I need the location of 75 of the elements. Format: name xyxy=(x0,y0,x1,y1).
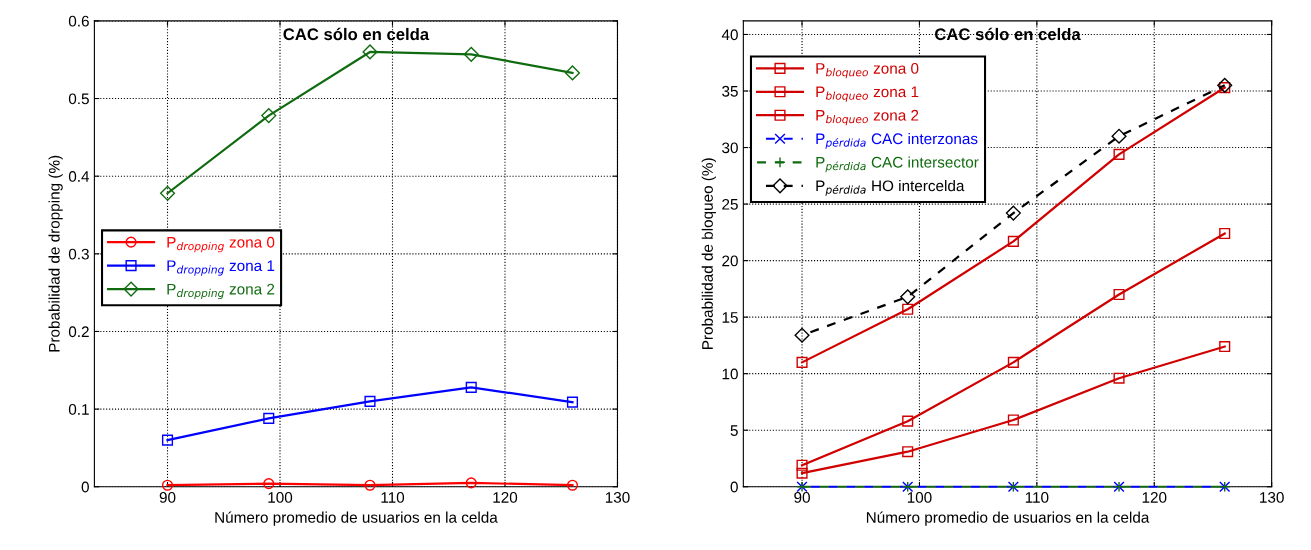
y-tick-label: 20 xyxy=(722,255,738,267)
x-axis-title: Número promedio de usuarios en la celda xyxy=(866,511,1150,526)
y-tick-label: 30 xyxy=(722,142,738,154)
point xyxy=(900,289,916,305)
point xyxy=(465,477,477,489)
y-tick-label: 0.2 xyxy=(68,326,89,338)
point xyxy=(161,479,174,491)
y-tick-label: 35 xyxy=(722,85,738,97)
y-tick-label: 5 xyxy=(730,425,738,436)
y-axis-title: Probabilidad de bloqueo (%) xyxy=(701,158,716,349)
point xyxy=(364,479,376,491)
point xyxy=(263,478,275,490)
y-tick-label: 0.3 xyxy=(68,248,89,260)
x-tick-label: 130 xyxy=(1260,492,1284,503)
point xyxy=(465,381,477,393)
y-tick-label: 10 xyxy=(722,368,738,380)
x-axis-title: Número promedio de usuarios en la celda xyxy=(215,511,498,526)
point xyxy=(1007,235,1019,247)
legend-label: P$_{dropping}$ zona 1 xyxy=(167,260,275,276)
chart-title: CAC sólo en celda xyxy=(283,27,430,41)
point xyxy=(796,459,808,471)
y-tick-label: 0.5 xyxy=(68,93,89,105)
x-tick-label: 110 xyxy=(1025,492,1049,503)
legend-label: P$_{bloqueo}$ zona 0 xyxy=(816,62,919,79)
point xyxy=(902,415,914,427)
legend-label: P$_{dropping}$ zona 0 xyxy=(167,236,275,253)
point xyxy=(463,46,479,62)
point xyxy=(1111,128,1127,144)
legend-label: P$_{dropping}$ zona 2 xyxy=(167,283,275,300)
point xyxy=(566,479,579,491)
legend-label: P$_{pérdida}$ CAC intersector xyxy=(816,156,979,173)
y-tick-label: 0.1 xyxy=(68,403,89,415)
point xyxy=(1007,414,1019,426)
legend-label: P$_{bloqueo}$ zona 2 xyxy=(816,109,919,126)
y-tick-label: 25 xyxy=(722,198,738,210)
y-tick-label: 0 xyxy=(81,481,89,493)
point xyxy=(364,395,376,407)
point xyxy=(564,65,581,81)
point xyxy=(796,467,808,479)
point xyxy=(1219,227,1231,240)
point xyxy=(1219,340,1231,353)
point xyxy=(1007,356,1019,368)
point xyxy=(161,434,174,446)
legend-label: P$_{pérdida}$ CAC interzonas xyxy=(816,132,978,149)
x-tick-label: 100 xyxy=(268,492,293,503)
point xyxy=(796,356,808,368)
y-tick-label: 0.6 xyxy=(68,15,89,27)
x-tick-label: 120 xyxy=(493,492,518,503)
point xyxy=(362,44,378,60)
x-tick-label: 130 xyxy=(605,492,630,503)
x-tick-label: 110 xyxy=(381,492,405,503)
point xyxy=(902,303,914,315)
x-tick-label: 90 xyxy=(794,492,810,503)
point xyxy=(1113,148,1125,160)
chart-title: CAC sólo en celda xyxy=(935,27,1081,41)
y-axis-title: Probabilidad de dropping (%) xyxy=(48,155,63,352)
point xyxy=(263,412,275,424)
y-tick-label: 15 xyxy=(722,312,738,323)
x-tick-label: 120 xyxy=(1142,492,1167,503)
legend-label: P$_{bloqueo}$ zona 1 xyxy=(816,86,919,102)
y-tick-label: 0 xyxy=(730,481,738,493)
point xyxy=(1113,372,1125,384)
y-tick-label: 40 xyxy=(721,29,738,41)
point xyxy=(1217,77,1233,93)
x-tick-label: 100 xyxy=(907,492,932,503)
point xyxy=(794,327,810,343)
legend-label: P$_{pérdida}$ HO intercelda xyxy=(816,180,965,196)
x-tick-label: 90 xyxy=(159,492,176,503)
point xyxy=(1113,288,1125,301)
point xyxy=(1005,205,1021,221)
point xyxy=(159,185,176,201)
y-tick-label: 0.4 xyxy=(68,171,90,182)
point xyxy=(566,396,579,408)
point xyxy=(261,108,277,124)
point xyxy=(902,446,914,458)
